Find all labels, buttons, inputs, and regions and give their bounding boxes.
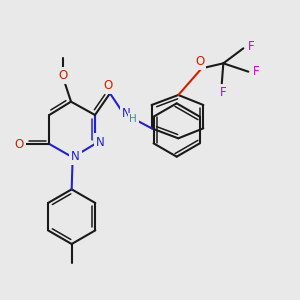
Text: O: O	[103, 79, 112, 92]
Text: O: O	[195, 55, 204, 68]
Text: N: N	[96, 136, 104, 148]
Text: F: F	[248, 40, 255, 53]
Text: N: N	[71, 150, 80, 163]
Text: F: F	[220, 86, 227, 100]
Text: O: O	[59, 69, 68, 82]
Text: O: O	[14, 137, 24, 151]
Text: F: F	[253, 65, 260, 78]
Text: N: N	[122, 107, 131, 120]
Text: H: H	[130, 114, 137, 124]
